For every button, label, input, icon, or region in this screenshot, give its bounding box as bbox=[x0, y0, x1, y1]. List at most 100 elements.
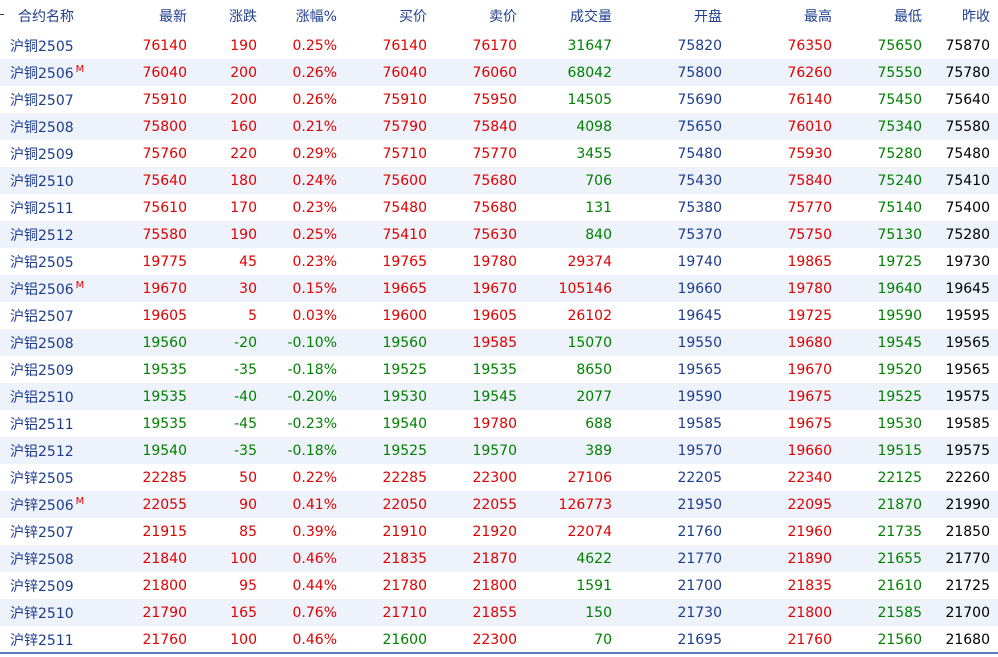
contract-name-text: 沪铝2510 bbox=[10, 389, 74, 406]
cell-bid: 75790 bbox=[382, 118, 427, 135]
table-row[interactable]: 沪铜2511 75610 170 0.23% 75480 75680 131 75380 757… bbox=[0, 194, 998, 221]
cell-open: 75800 bbox=[677, 64, 722, 81]
table-row[interactable]: 沪铜2507 75910 200 0.26% 75910 75950 14505 75690 7… bbox=[0, 86, 998, 113]
cell-contract-name[interactable]: 沪铜2508 bbox=[0, 113, 120, 140]
table-row[interactable]: 沪锌2508 21840 100 0.46% 21835 21870 4622 21770 21… bbox=[0, 545, 998, 572]
cell-volume: 126773 bbox=[558, 496, 612, 513]
cell-volume: 4622 bbox=[576, 550, 612, 567]
table-row[interactable]: 沪铜2508 75800 160 0.21% 75790 75840 4098 75650 76… bbox=[0, 113, 998, 140]
table-row[interactable]: 沪锌2505 22285 50 0.22% 22285 22300 27106 22205 22… bbox=[0, 464, 998, 491]
column-header-last[interactable]: 最新 bbox=[159, 9, 187, 25]
cell-contract-name[interactable]: 沪铝2505 bbox=[0, 248, 120, 275]
table-row[interactable]: 沪铝2511 19535 -45 -0.23% 19540 19780 688 19585 19… bbox=[0, 410, 998, 437]
cell-open: 75370 bbox=[677, 226, 722, 243]
cell-contract-name[interactable]: 沪铝2510 bbox=[0, 383, 120, 410]
column-header-change[interactable]: 涨跌 bbox=[229, 9, 257, 25]
table-row[interactable]: 沪铜2509 75760 220 0.29% 75710 75770 3455 75480 75… bbox=[0, 140, 998, 167]
cell-change: 85 bbox=[239, 523, 257, 540]
cell-ask: 22300 bbox=[472, 631, 517, 648]
table-row[interactable]: 沪铜2505 76140 190 0.25% 76140 76170 31647 75820 7… bbox=[0, 32, 998, 59]
cell-high: 19675 bbox=[787, 388, 832, 405]
table-row[interactable]: 沪铝2505 19775 45 0.23% 19765 19780 29374 19740 19… bbox=[0, 248, 998, 275]
cell-contract-name[interactable]: 沪铜2511 bbox=[0, 194, 120, 221]
cell-open: 19570 bbox=[677, 442, 722, 459]
cell-contract-name[interactable]: 沪铝2512 bbox=[0, 437, 120, 464]
cell-change: 200 bbox=[230, 91, 257, 108]
cell-open: 75380 bbox=[677, 199, 722, 216]
column-header-high[interactable]: 最高 bbox=[804, 9, 832, 25]
cell-contract-name[interactable]: 沪铜2512 bbox=[0, 221, 120, 248]
cell-contract-name[interactable]: 沪铜2506 M bbox=[0, 59, 120, 86]
cell-contract-name[interactable]: 沪铜2505 bbox=[0, 32, 120, 59]
cell-contract-name[interactable]: 沪锌2505 bbox=[0, 464, 120, 491]
cell-last: 76040 bbox=[142, 64, 187, 81]
cell-contract-name[interactable]: 沪锌2508 bbox=[0, 545, 120, 572]
contract-name-text: 沪铜2506 bbox=[10, 65, 74, 82]
cell-contract-name[interactable]: 沪铝2511 bbox=[0, 410, 120, 437]
table-row[interactable]: 沪铝2510 19535 -40 -0.20% 19530 19545 2077 19590 1… bbox=[0, 383, 998, 410]
column-header-contract-name[interactable]: 合约名称 bbox=[18, 9, 74, 25]
cell-change-percent: 0.03% bbox=[292, 307, 337, 324]
table-row[interactable]: 沪铜2512 75580 190 0.25% 75410 75630 840 75370 757… bbox=[0, 221, 998, 248]
table-row[interactable]: 沪锌2509 21800 95 0.44% 21780 21800 1591 21700 218… bbox=[0, 572, 998, 599]
cell-volume: 389 bbox=[585, 442, 612, 459]
cell-change-percent: 0.23% bbox=[292, 253, 337, 270]
cell-ask: 19780 bbox=[472, 415, 517, 432]
table-row[interactable]: 沪铜2510 75640 180 0.24% 75600 75680 706 75430 758… bbox=[0, 167, 998, 194]
cell-contract-name[interactable]: 沪锌2506 M bbox=[0, 491, 120, 518]
cell-contract-name[interactable]: 沪铝2507 bbox=[0, 302, 120, 329]
cell-bid: 19765 bbox=[382, 253, 427, 270]
cell-contract-name[interactable]: 沪铜2507 bbox=[0, 86, 120, 113]
cell-change: 50 bbox=[239, 469, 257, 486]
cell-volume: 3455 bbox=[576, 145, 612, 162]
cell-contract-name[interactable]: 沪铝2509 bbox=[0, 356, 120, 383]
cell-contract-name[interactable]: 沪铜2510 bbox=[0, 167, 120, 194]
cell-contract-name[interactable]: 沪锌2507 bbox=[0, 518, 120, 545]
cell-high: 21800 bbox=[787, 604, 832, 621]
table-row[interactable]: 沪锌2510 21790 165 0.76% 21710 21855 150 21730 218… bbox=[0, 599, 998, 626]
table-row[interactable]: 沪锌2506 M 22055 90 0.41% 22050 22055 126773 21950… bbox=[0, 491, 998, 518]
table-row[interactable]: 沪铜2506 M 76040 200 0.26% 76040 76060 68042 75800… bbox=[0, 59, 998, 86]
cell-prev-close: 75780 bbox=[945, 64, 990, 81]
column-header-open[interactable]: 开盘 bbox=[694, 9, 722, 25]
table-row[interactable]: 沪铝2506 M 19670 30 0.15% 19665 19670 105146 19660… bbox=[0, 275, 998, 302]
cell-low: 21870 bbox=[877, 496, 922, 513]
table-row[interactable]: 沪铝2512 19540 -35 -0.18% 19525 19570 389 19570 19… bbox=[0, 437, 998, 464]
column-header-change-percent[interactable]: 涨幅% bbox=[295, 9, 337, 25]
cell-contract-name[interactable]: 沪铝2508 bbox=[0, 329, 120, 356]
cell-prev-close: 19645 bbox=[945, 280, 990, 297]
cell-contract-name[interactable]: 沪铝2506 M bbox=[0, 275, 120, 302]
cell-bid: 19530 bbox=[382, 388, 427, 405]
cell-high: 76350 bbox=[787, 37, 832, 54]
cell-prev-close: 21990 bbox=[945, 496, 990, 513]
cell-low: 19515 bbox=[877, 442, 922, 459]
cell-change: 30 bbox=[239, 280, 257, 297]
contract-name-text: 沪铝2508 bbox=[10, 335, 74, 352]
cell-prev-close: 19565 bbox=[945, 334, 990, 351]
column-header-bid[interactable]: 买价 bbox=[399, 9, 427, 25]
column-header-ask[interactable]: 卖价 bbox=[489, 9, 517, 25]
table-row[interactable]: 沪铝2508 19560 -20 -0.10% 19560 19585 15070 19550… bbox=[0, 329, 998, 356]
column-header-volume[interactable]: 成交量 bbox=[570, 9, 612, 25]
cell-change-percent: 0.41% bbox=[292, 496, 337, 513]
cell-contract-name[interactable]: 沪锌2511 bbox=[0, 626, 120, 653]
cell-prev-close: 21770 bbox=[945, 550, 990, 567]
cell-contract-name[interactable]: 沪锌2510 bbox=[0, 599, 120, 626]
cell-prev-close: 75870 bbox=[945, 37, 990, 54]
cell-high: 76260 bbox=[787, 64, 832, 81]
contract-name-text: 沪铝2505 bbox=[10, 254, 74, 271]
table-row[interactable]: 沪锌2507 21915 85 0.39% 21910 21920 22074 21760 21… bbox=[0, 518, 998, 545]
column-header-low[interactable]: 最低 bbox=[894, 9, 922, 25]
cell-contract-name[interactable]: 沪锌2509 bbox=[0, 572, 120, 599]
cell-high: 75750 bbox=[787, 226, 832, 243]
table-row[interactable]: 沪铝2509 19535 -35 -0.18% 19525 19535 8650 19565 1… bbox=[0, 356, 998, 383]
cell-ask: 21870 bbox=[472, 550, 517, 567]
column-header-prev-close[interactable]: 昨收 bbox=[962, 9, 990, 25]
cell-low: 75450 bbox=[877, 91, 922, 108]
table-row[interactable]: 沪铝2507 19605 5 0.03% 19600 19605 26102 19645 197… bbox=[0, 302, 998, 329]
cell-low: 22125 bbox=[877, 469, 922, 486]
cell-change-percent: -0.10% bbox=[287, 334, 337, 351]
table-row[interactable]: 沪锌2511 21760 100 0.46% 21600 22300 70 21695 2176… bbox=[0, 626, 998, 653]
cell-volume: 68042 bbox=[567, 64, 612, 81]
cell-contract-name[interactable]: 沪铜2509 bbox=[0, 140, 120, 167]
